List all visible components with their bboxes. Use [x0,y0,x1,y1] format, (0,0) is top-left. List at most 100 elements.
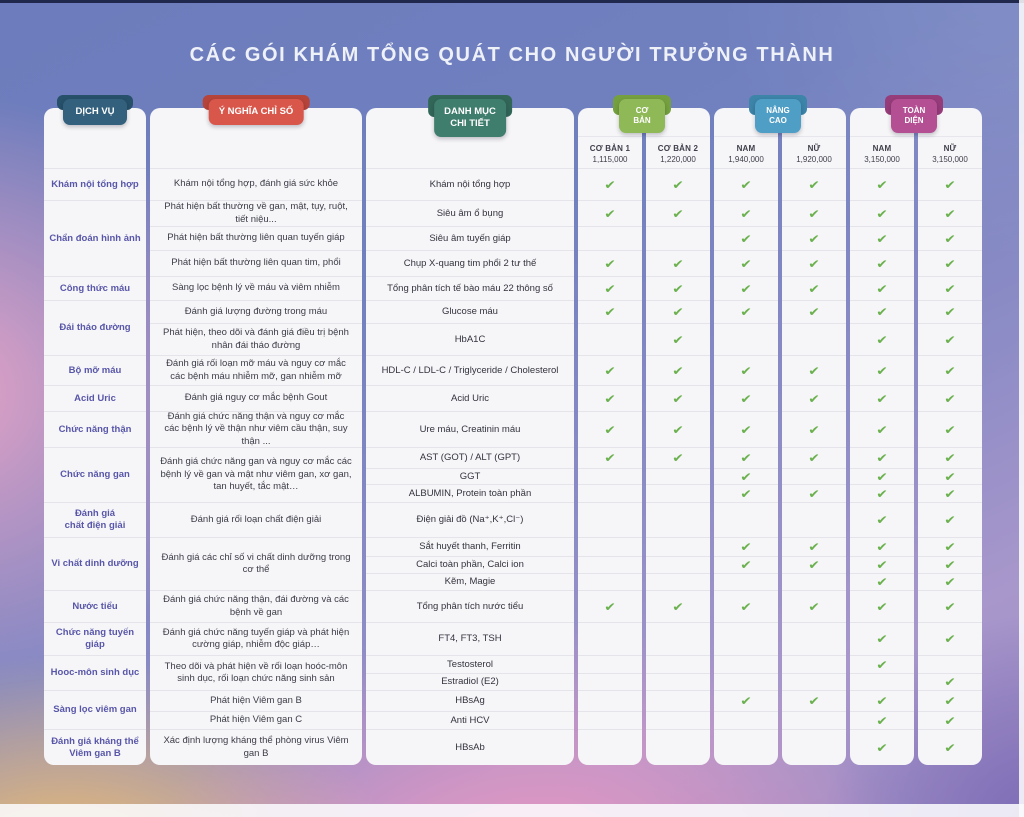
detail-cell: Testosterol [366,655,574,673]
check-cell: ✔ [918,729,982,765]
check-cell [646,711,710,729]
detail-text: Anti HCV [450,714,490,726]
check-cell: ✔ [918,411,982,447]
check-cell [578,655,642,673]
check-icon: ✔ [944,632,956,646]
meaning-cell: Đánh giá chức năng gan và nguy cơ mắc cá… [150,447,362,502]
check-icon: ✔ [876,177,888,192]
package-column-price: 1,115,000 [592,155,628,164]
check-cell: ✔ [578,276,642,300]
check-cell: ✔ [578,300,642,323]
check-icon: ✔ [876,451,888,465]
check-cell: ✔ [578,385,642,411]
check-cell: ✔ [714,447,778,468]
check-cell [646,537,710,556]
check-cell [782,468,846,484]
check-icon: ✔ [740,206,752,221]
check-icon: ✔ [672,332,684,347]
check-icon: ✔ [876,206,888,221]
column-header: DỊCH VỤ [44,95,146,168]
check-cell: ✔ [782,226,846,250]
detail-text: Điện giải đồ (Na⁺,K⁺,Cl⁻) [416,514,524,526]
check-cell [782,573,846,590]
meaning-cell: Đánh giá các chỉ số vi chất dinh dưỡng t… [150,537,362,590]
check-icon: ✔ [604,177,616,192]
check-icon: ✔ [604,599,616,614]
check-icon: ✔ [672,451,684,465]
check-cell [578,484,642,502]
meaning-text: Phát hiện, theo dõi và đánh giá điều trị… [163,327,349,351]
meaning-cell: Đánh giá nguy cơ mắc bệnh Gout [150,385,362,411]
check-cell: ✔ [850,502,914,537]
service-group-label: Khám nội tổng hợp [51,178,139,190]
check-cell [578,468,642,484]
service-group-label: Chức năng gan [60,469,130,481]
meaning-cell: Phát hiện, theo dõi và đánh giá điều trị… [150,323,362,355]
column-header: Ý NGHĨA CHỈ SỐ [150,95,362,168]
check-icon: ✔ [876,713,888,728]
check-cell: ✔ [918,573,982,590]
check-cell: ✔ [850,168,914,200]
detail-cell: Acid Uric [366,385,574,411]
check-cell: ✔ [714,276,778,300]
service-group-label: Bộ mỡ máu [68,364,122,376]
meaning-text: Khám nội tổng hợp, đánh giá sức khỏe [173,178,339,190]
check-cell: ✔ [918,468,982,484]
check-cell [714,655,778,673]
right-edge-strip [1019,0,1024,817]
check-icon: ✔ [740,305,752,319]
check-cell: ✔ [714,556,778,573]
meaning-cell: Đánh giá lượng đường trong máu [150,300,362,323]
check-icon: ✔ [740,256,752,271]
check-cell [782,673,846,690]
detail-cell: Glucose máu [366,300,574,323]
check-cell [646,468,710,484]
check-icon: ✔ [944,599,956,614]
check-cell [646,673,710,690]
check-icon: ✔ [944,422,956,437]
check-icon: ✔ [672,206,684,221]
check-icon: ✔ [808,206,820,221]
check-cell: ✔ [850,300,914,323]
detail-text: HBsAb [455,741,485,753]
check-cell: ✔ [578,447,642,468]
detail-text: Tổng phân tích tế bào máu 22 thông số [387,282,553,294]
check-icon: ✔ [944,256,956,271]
detail-cell: HDL-C / LDL-C / Triglyceride / Cholester… [366,355,574,385]
check-cell [918,655,982,673]
package-column-name: NỮ [807,144,821,153]
service-group-label: Vi chất dinh dưỡng [51,558,139,570]
check-icon: ✔ [672,391,684,406]
check-icon: ✔ [876,486,888,501]
service-group-cell: Khám nội tổng hợp [44,168,146,200]
check-cell: ✔ [850,556,914,573]
check-cell: ✔ [782,355,846,385]
detail-cell: Anti HCV [366,711,574,729]
page-title: CÁC GÓI KHÁM TỔNG QUÁT CHO NGƯỜI TRƯỞNG … [189,44,835,66]
column-header: DANH MỤC CHI TIẾT [366,95,574,168]
check-icon: ✔ [604,305,616,319]
check-icon: ✔ [740,231,752,246]
check-cell: ✔ [782,276,846,300]
check-icon: ✔ [604,206,616,221]
tab-co-ban: CƠ BẢN [613,95,671,133]
check-icon: ✔ [944,206,956,221]
check-cell: ✔ [918,250,982,276]
check-icon: ✔ [944,513,956,527]
check-icon: ✔ [876,694,888,708]
check-icon: ✔ [604,451,616,465]
service-group-label: Chức năng thận [58,423,132,435]
price-header: CƠ BẢN 1 1,115,000 CƠ BẢN [578,95,671,168]
meaning-text: Đánh giá lượng đường trong máu [184,305,328,317]
check-cell [646,226,710,250]
detail-text: AST (GOT) / ALT (GPT) [419,452,521,464]
check-icon: ✔ [944,469,956,484]
check-cell: ✔ [782,447,846,468]
detail-cell: AST (GOT) / ALT (GPT) [366,447,574,468]
check-cell: ✔ [850,226,914,250]
check-icon: ✔ [604,391,616,406]
detail-text: FT4, FT3, TSH [438,633,502,645]
check-icon: ✔ [944,281,956,296]
check-cell: ✔ [646,385,710,411]
check-cell: ✔ [646,250,710,276]
